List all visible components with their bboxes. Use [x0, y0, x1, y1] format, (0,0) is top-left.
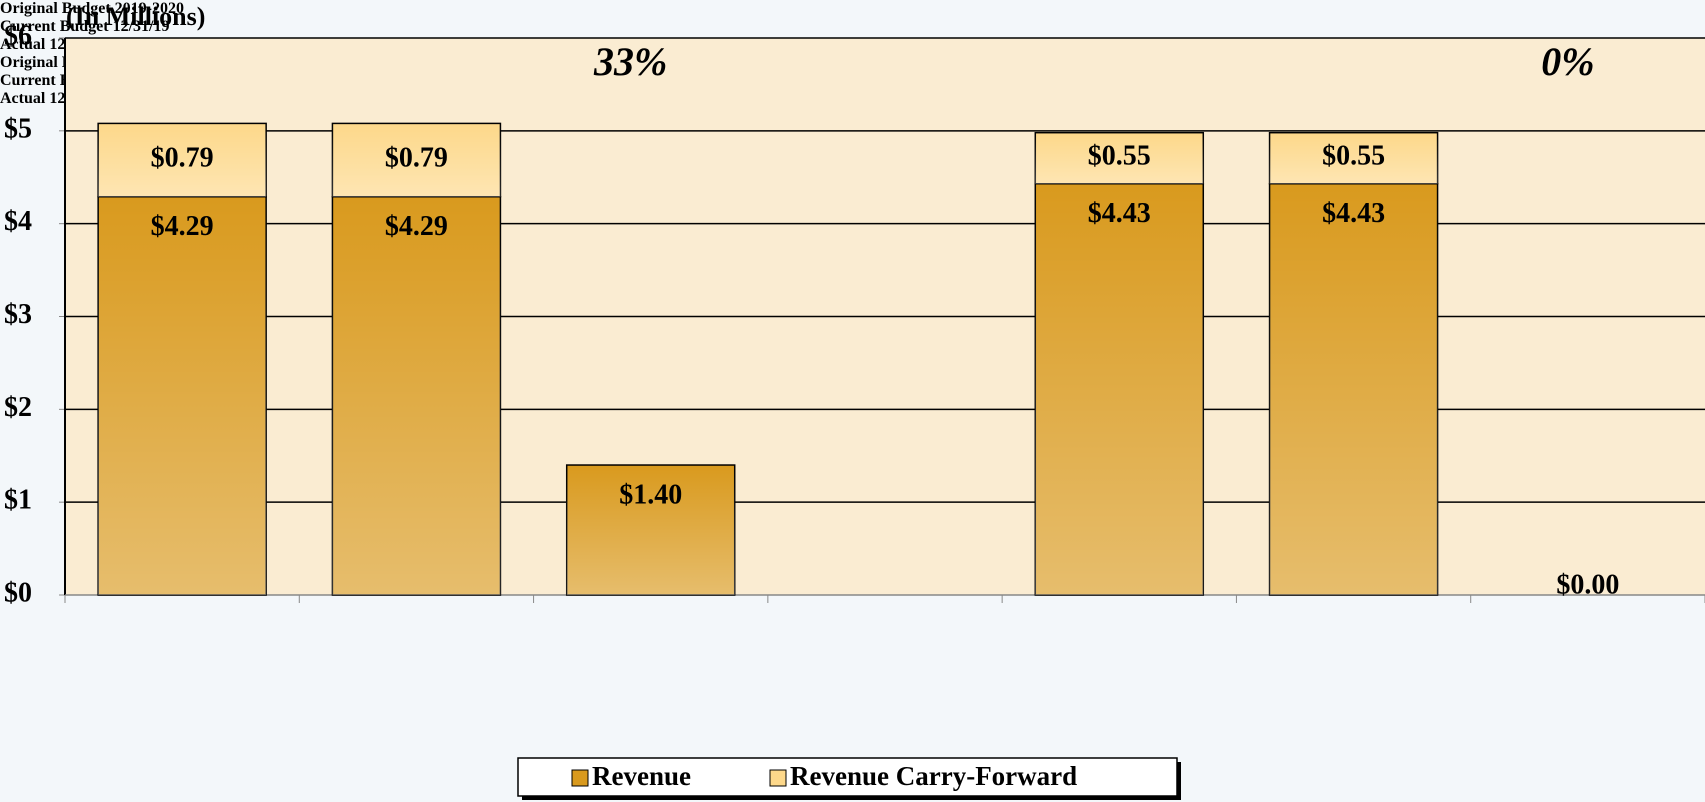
bar-shade — [98, 123, 267, 197]
y-tick-label: $6 — [4, 20, 32, 51]
bar-shade — [1035, 183, 1204, 595]
bar-shade — [98, 196, 267, 595]
data-label: $4.43 — [1322, 198, 1385, 229]
data-label: $0.00 — [1556, 569, 1619, 600]
data-label: $0.79 — [385, 142, 448, 173]
data-label: $1.40 — [619, 479, 682, 510]
annotation: 33% — [593, 39, 667, 84]
axis-label: (In Millions) — [66, 2, 205, 31]
data-label: $4.29 — [385, 211, 448, 242]
data-label: $4.43 — [1088, 198, 1151, 229]
legend-swatch — [571, 769, 589, 787]
data-label: $4.29 — [151, 211, 214, 242]
x-tick-label: Current Budget 12/31/19 — [0, 18, 170, 35]
x-tick-label: Original Budget 2019-2020 — [0, 0, 185, 17]
y-tick-label: $4 — [4, 206, 32, 237]
y-tick-label: $2 — [4, 392, 32, 423]
legend-label: Revenue — [592, 761, 691, 791]
data-label: $0.55 — [1322, 141, 1385, 172]
bar-shade — [1269, 183, 1438, 595]
y-tick-label: $3 — [4, 299, 32, 330]
y-tick-label: $5 — [4, 113, 32, 144]
bar-shade — [566, 465, 735, 595]
data-label: $0.55 — [1088, 141, 1151, 172]
legend-label: Revenue Carry-Forward — [790, 761, 1077, 791]
legend — [517, 757, 1178, 797]
bar-shade — [1035, 132, 1204, 184]
legend-swatch — [769, 769, 787, 787]
annotation: 0% — [1541, 39, 1594, 84]
bar-shade — [332, 123, 501, 197]
bar-shade — [332, 196, 501, 595]
y-tick-label: $1 — [4, 485, 32, 516]
data-label: $0.79 — [151, 142, 214, 173]
bar-shade — [1269, 132, 1438, 184]
y-tick-label: $0 — [4, 577, 32, 608]
